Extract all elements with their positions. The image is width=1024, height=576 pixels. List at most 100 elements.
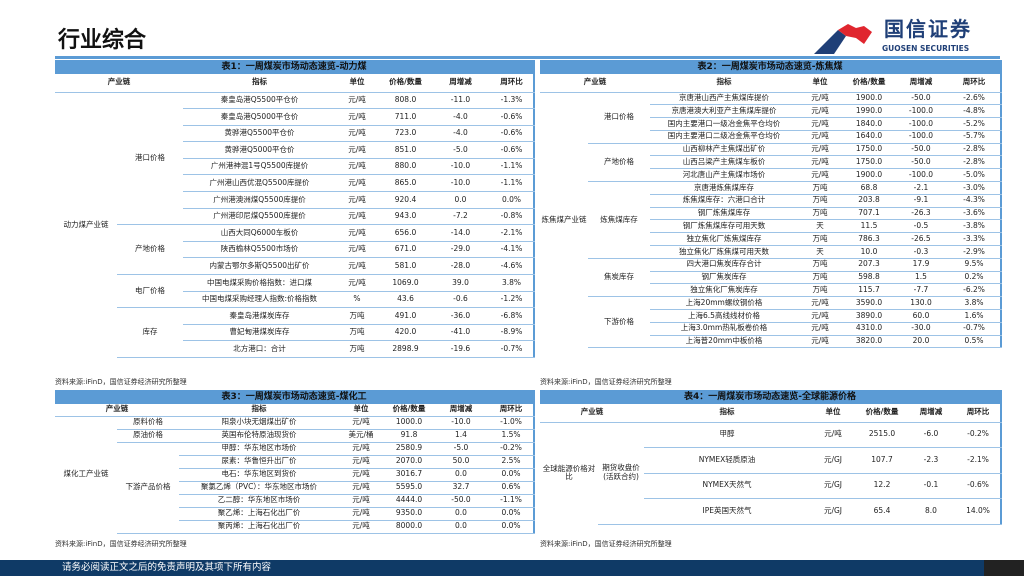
cell-unit: 元/吨	[339, 416, 383, 430]
cell-unit: 元/吨	[339, 455, 383, 469]
cell-pct: -1.1%	[487, 494, 535, 508]
cell-value: 943.0	[378, 208, 433, 226]
cell-change: 50.0	[435, 455, 487, 469]
cell-value: 2580.9	[383, 442, 435, 456]
chain-label: 炼焦煤产业链	[541, 214, 587, 224]
cell-change: 0.0	[435, 507, 487, 521]
cell-unit: 元/吨	[336, 108, 378, 126]
cell-change: -5.0	[433, 141, 488, 159]
cell-change: -0.3	[896, 245, 946, 259]
cell-pct: -8.9%	[488, 324, 535, 342]
table-row: 下游价格 上海20mm螺纹钢价格 元/吨 3590.0 130.0 3.8%	[540, 296, 1002, 349]
table-row: 广州港神混1号Q5500库提价 元/吨 880.0 -10.0 -1.1%	[55, 158, 535, 176]
cell-value: 711.0	[378, 108, 433, 126]
cell-pct: 9.5%	[946, 258, 1002, 272]
column-header-row: 产业链 指标 单位 价格/数量 周增减 周环比	[55, 404, 535, 417]
logo-text-en: GUOSEN SECURITIES	[882, 44, 970, 53]
cell-unit: 万吨	[798, 194, 842, 208]
cell-pct: -3.6%	[946, 207, 1002, 221]
col-header-unit: 单位	[336, 74, 378, 93]
table-row: 黄骅港Q5000平仓价 元/吨 851.0 -5.0 -0.6%	[55, 141, 535, 159]
column-header-row: 产业链 指标 单位 价格/数量 周增减 周环比	[540, 74, 1002, 93]
cell-value: 1990.0	[842, 104, 896, 119]
cell-unit: 元/吨	[336, 224, 378, 242]
table-row: 电石：华东地区到货价 元/吨 3016.7 0.0 0.0%	[55, 468, 535, 482]
table-row: 库存 秦皇岛港煤炭库存 万吨 491.0 -36.0 -6.8%	[55, 307, 535, 358]
cell-indicator: 京唐港澳大利亚产主焦煤库提价	[650, 104, 798, 119]
table-row: NYMEX天然气 元/GJ 12.2 -0.1 -0.6%	[540, 473, 1002, 499]
cell-unit: 万吨	[798, 207, 842, 221]
cell-pct: -5.0%	[946, 168, 1002, 183]
cell-pct: -2.8%	[946, 155, 1002, 170]
table-row: 电厂价格 中国电煤采购价格指数：进口煤 元/吨 1069.0 39.0 3.8%	[55, 274, 535, 309]
chain-label: 全球能源价格对比	[542, 463, 596, 482]
segment-label: 港口价格	[117, 92, 183, 226]
cell-value: 2898.9	[378, 340, 433, 358]
source-note-3: 资料来源:iFinD，国信证券经济研究所整理	[55, 540, 187, 548]
cell-indicator: 国内主要港口二级冶金焦平仓均价	[650, 130, 798, 144]
table-row: IPE英国天然气 元/GJ 65.4 8.0 14.0%	[540, 498, 1002, 525]
segment-label: 港口价格	[588, 92, 650, 144]
cell-unit: 元/吨	[336, 158, 378, 176]
cell-indicator: 钢厂焦炭库存	[650, 271, 798, 285]
cell-value: 115.7	[842, 283, 896, 298]
cell-value: 2070.0	[383, 455, 435, 469]
col-header-pct: 周环比	[487, 404, 535, 417]
cell-value: 91.8	[383, 429, 435, 443]
cell-value: 107.7	[856, 447, 908, 474]
cell-change: -41.0	[433, 324, 488, 342]
table-row: 京唐港澳大利亚产主焦煤库提价 元/吨 1990.0 -100.0 -4.8%	[540, 104, 1002, 119]
cell-unit: 元/吨	[798, 335, 842, 349]
cell-value: 671.0	[378, 241, 433, 259]
cell-pct: 0.6%	[487, 481, 535, 495]
table-row: 黄骅港Q5500平仓价 元/吨 723.0 -4.0 -0.6%	[55, 125, 535, 143]
cell-value: 723.0	[378, 125, 433, 143]
footer-disclaimer: 请务必阅读正文之后的免责声明及其项下所有内容	[62, 562, 272, 573]
cell-pct: 0.0%	[487, 507, 535, 521]
cell-unit: 元/吨	[339, 494, 383, 508]
cell-indicator: 钢厂炼焦煤库存可用天数	[650, 219, 798, 234]
table-caption: 表1：一周煤炭市场动态速览-动力煤	[55, 60, 533, 74]
cell-pct: -0.2%	[487, 442, 535, 456]
cell-change: -10.0	[433, 174, 488, 193]
cell-unit: 元/吨	[798, 143, 842, 157]
cell-pct: -0.2%	[954, 422, 1002, 448]
cell-pct: 0.2%	[946, 271, 1002, 285]
table-row: 钢厂焦炭库存 万吨 598.8 1.5 0.2%	[540, 271, 1002, 285]
cell-unit: 元/GJ	[810, 473, 856, 499]
cell-value: 491.0	[378, 307, 433, 325]
cell-change: -9.1	[896, 194, 946, 208]
cell-pct: -0.7%	[488, 340, 535, 358]
cell-pct: -4.6%	[488, 257, 535, 276]
cell-indicator: 乙二醇：华东地区市场价	[179, 494, 339, 508]
cell-change: 32.7	[435, 481, 487, 495]
col-header-chain: 产业链	[55, 74, 183, 93]
cell-pct: -2.1%	[488, 224, 535, 242]
chain-label: 煤化工产业链	[63, 469, 109, 479]
cell-pct: -1.1%	[488, 174, 535, 193]
table-row: 北方港口：合计 万吨 2898.9 -19.6 -0.7%	[55, 340, 535, 358]
cell-unit: 元/吨	[336, 174, 378, 193]
cell-unit: 美元/桶	[339, 429, 383, 443]
column-header-row: 产业链 指标 单位 价格/数量 周增减 周环比	[540, 404, 1002, 423]
table-row: 陕西榆林Q5500市场价 元/吨 671.0 -29.0 -4.1%	[55, 241, 535, 259]
cell-indicator: 秦皇岛港煤炭库存	[183, 307, 336, 325]
cell-value: 1000.0	[383, 416, 435, 430]
cell-change: -30.0	[896, 322, 946, 336]
table-coal-chemical: 表3：一周煤炭市场动态速览-煤化工 产业链 指标 单位 价格/数量 周增减 周环比 煤化工产业…	[55, 390, 535, 534]
col-header-value: 价格/数量	[383, 404, 435, 417]
cell-unit: 万吨	[798, 271, 842, 285]
cell-unit: 元/吨	[336, 241, 378, 259]
cell-value: 65.4	[856, 498, 908, 525]
cell-indicator: 秦皇岛港Q5500平仓价	[183, 92, 336, 110]
cell-indicator: 广州港山西优混Q5500库提价	[183, 174, 336, 193]
cell-change: -0.1	[908, 473, 954, 499]
cell-unit: 天	[798, 245, 842, 259]
cell-unit: 元/吨	[798, 155, 842, 170]
cell-unit: 元/吨	[798, 168, 842, 183]
cell-unit: 元/吨	[336, 92, 378, 110]
cell-change: -100.0	[896, 168, 946, 183]
cell-change: 20.0	[896, 335, 946, 349]
cell-pct: -0.7%	[946, 322, 1002, 336]
table-caption: 表4：一周煤炭市场动态速览-全球能源价格	[540, 390, 1000, 404]
